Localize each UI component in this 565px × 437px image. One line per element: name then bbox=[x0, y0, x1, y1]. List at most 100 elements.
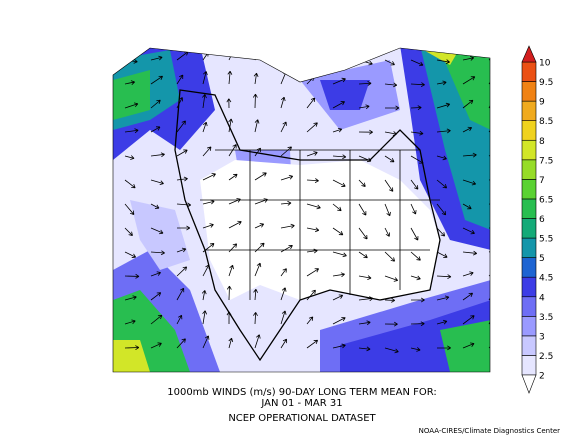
wind-arrow bbox=[358, 104, 370, 110]
wind-arrow bbox=[228, 220, 242, 229]
wind-arrow bbox=[280, 96, 286, 109]
wind-arrow bbox=[252, 93, 258, 109]
wind-arrow bbox=[410, 251, 421, 261]
wind-arrow bbox=[254, 198, 268, 205]
wind-arrow bbox=[384, 227, 390, 237]
wind-arrow bbox=[332, 154, 347, 160]
wind-arrow bbox=[228, 198, 241, 205]
wind-arrow bbox=[384, 179, 394, 192]
colorbar-label: 2.5 bbox=[539, 352, 553, 362]
wind-arrow bbox=[384, 203, 391, 217]
wind-arrow bbox=[228, 144, 237, 157]
wind-arrow bbox=[124, 319, 136, 325]
wind-arrow bbox=[280, 244, 293, 253]
wind-arrow bbox=[358, 320, 371, 326]
wind-arrow bbox=[176, 74, 184, 85]
wind-arrow bbox=[436, 128, 451, 134]
wind-arrow bbox=[150, 342, 162, 349]
wind-arrow bbox=[436, 227, 446, 237]
wind-arrow bbox=[488, 120, 490, 133]
wind-arrow bbox=[384, 347, 399, 354]
wind-vectors bbox=[124, 48, 490, 354]
wind-arrow bbox=[253, 312, 258, 325]
wind-arrow bbox=[254, 262, 262, 277]
wind-arrow bbox=[306, 339, 319, 349]
wind-arrow bbox=[150, 227, 164, 235]
wind-arrow bbox=[410, 297, 425, 303]
wind-arrow bbox=[410, 321, 425, 327]
wind-arrow bbox=[462, 292, 473, 301]
wind-arrow bbox=[280, 200, 292, 206]
wind-arrow bbox=[227, 70, 233, 85]
wind-arrow bbox=[358, 155, 372, 163]
wind-arrow bbox=[176, 97, 184, 109]
wind-arrow bbox=[124, 251, 137, 258]
wind-arrow bbox=[358, 179, 366, 187]
wind-arrow bbox=[436, 345, 451, 351]
wind-arrow bbox=[462, 227, 475, 235]
wind-arrow bbox=[410, 227, 419, 241]
colorbar-box bbox=[521, 257, 537, 278]
wind-region bbox=[440, 50, 490, 130]
wind-arrow bbox=[332, 227, 344, 236]
colorbar-label: 7.5 bbox=[539, 156, 553, 166]
wind-arrow bbox=[124, 179, 136, 189]
colorbar-label: 8.5 bbox=[539, 117, 553, 127]
wind-arrow bbox=[436, 179, 448, 189]
wind-arrow bbox=[306, 178, 319, 183]
wind-arrow bbox=[462, 203, 472, 210]
wind-arrow bbox=[436, 102, 451, 109]
wind-arrow bbox=[254, 49, 262, 61]
wind-arrow bbox=[124, 227, 133, 236]
colorbar-box bbox=[521, 179, 537, 200]
wind-arrow bbox=[228, 118, 234, 133]
wind-arrow bbox=[150, 271, 161, 277]
wind-arrow bbox=[488, 51, 490, 61]
colorbar-label: 4.5 bbox=[539, 274, 553, 284]
wind-arrow bbox=[176, 314, 183, 325]
wind-arrow bbox=[253, 288, 259, 301]
wind-arrow bbox=[384, 155, 395, 163]
wind-arrow bbox=[332, 179, 346, 187]
wind-arrow bbox=[306, 97, 316, 109]
wind-arrow bbox=[176, 202, 192, 208]
colorbar-label: 5 bbox=[539, 254, 545, 264]
wind-arrow bbox=[436, 155, 447, 161]
wind-arrow bbox=[488, 225, 490, 231]
wind-arrow bbox=[384, 297, 396, 303]
wind-arrow bbox=[176, 120, 186, 133]
wind-arrow bbox=[176, 176, 188, 182]
wind-arrow bbox=[124, 345, 140, 351]
wind-arrow bbox=[306, 227, 320, 233]
wind-arrow bbox=[384, 59, 395, 66]
wind-arrow bbox=[254, 147, 261, 157]
wind-arrow bbox=[358, 251, 368, 259]
wind-arrow bbox=[228, 337, 234, 349]
colorbar-box bbox=[521, 335, 537, 356]
wind-arrow bbox=[436, 251, 448, 258]
wind-arrow bbox=[358, 346, 371, 352]
wind-arrow bbox=[124, 203, 135, 215]
map bbox=[113, 48, 490, 372]
wind-arrow bbox=[280, 121, 287, 133]
wind-arrow bbox=[436, 274, 452, 280]
colorbar-bottom-arrow bbox=[521, 374, 537, 394]
wind-arrow bbox=[436, 295, 450, 301]
wind-arrow bbox=[384, 275, 399, 282]
colorbar-label: 3 bbox=[539, 332, 545, 342]
colorbar-box bbox=[521, 276, 537, 298]
wind-arrow bbox=[202, 223, 214, 229]
wind-arrow bbox=[280, 338, 287, 349]
wind-arrow bbox=[202, 310, 208, 325]
colorbar-label: 9 bbox=[539, 98, 545, 108]
wind-arrow bbox=[488, 247, 490, 253]
wind-region bbox=[130, 200, 190, 270]
wind-arrow bbox=[306, 203, 321, 210]
wind-arrow bbox=[332, 272, 345, 278]
colorbar-box bbox=[521, 218, 537, 239]
wind-arrow bbox=[462, 315, 475, 325]
wind-arrow bbox=[332, 127, 343, 133]
wind-arrow bbox=[462, 342, 475, 349]
wind-arrow bbox=[226, 285, 232, 301]
wind-arrow bbox=[332, 251, 347, 258]
